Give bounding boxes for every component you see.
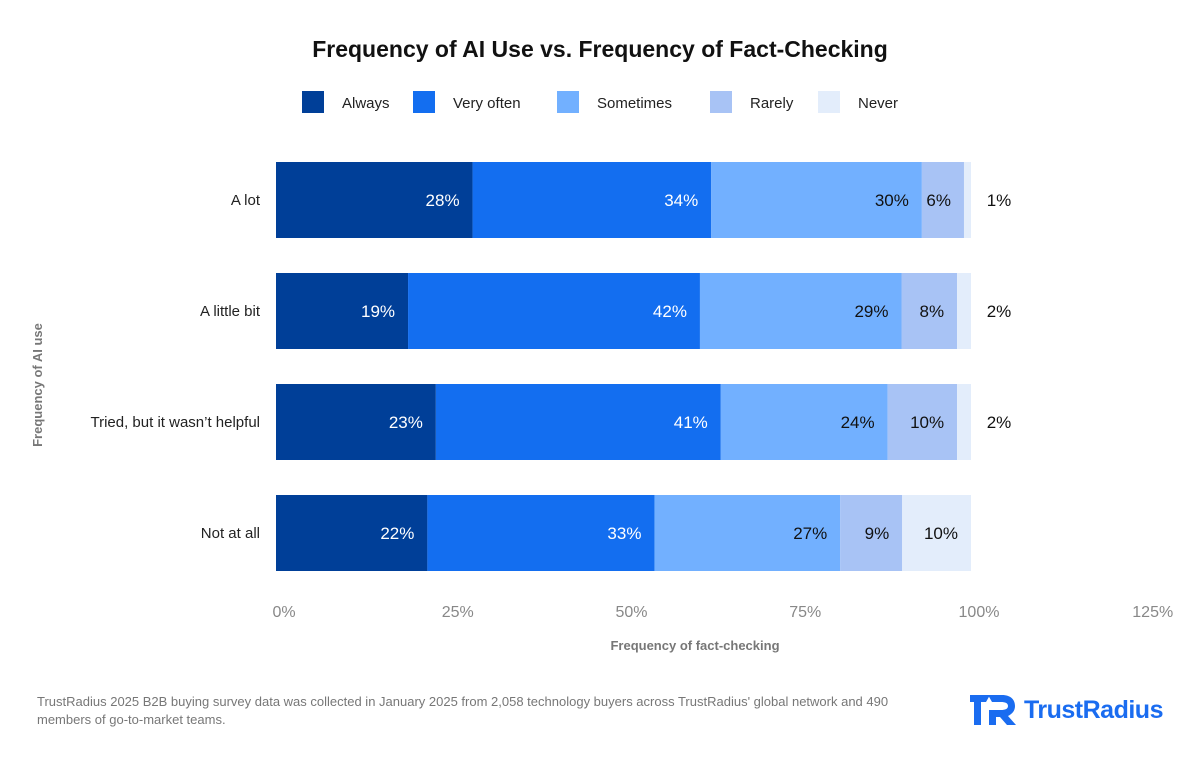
legend-swatch bbox=[818, 91, 840, 113]
bar-segment bbox=[699, 273, 902, 349]
category-label: Not at all bbox=[201, 525, 260, 542]
bar-segment bbox=[901, 273, 958, 349]
category-label: A lot bbox=[231, 192, 261, 209]
legend-item-1: Very often bbox=[413, 91, 521, 113]
bar-segment bbox=[408, 273, 700, 349]
bar-row-0: 28% 34% 30% 6% 1% bbox=[276, 162, 1011, 238]
bar-row-1: 19% 42% 29% 8% 2% bbox=[276, 273, 1011, 349]
bar-segment bbox=[957, 384, 971, 460]
bar-segment bbox=[921, 162, 964, 238]
data-label: 28% bbox=[426, 191, 460, 210]
bar-segment bbox=[963, 162, 971, 238]
data-label: 29% bbox=[854, 302, 888, 321]
bar-segment bbox=[711, 162, 922, 238]
legend: Always Very often Sometimes Rarely Never bbox=[302, 91, 898, 113]
data-label: 2% bbox=[987, 302, 1012, 321]
bar-segment bbox=[720, 384, 888, 460]
data-label: 2% bbox=[987, 413, 1012, 432]
legend-item-4: Never bbox=[818, 91, 898, 113]
data-label: 27% bbox=[793, 524, 827, 543]
footnote: TrustRadius 2025 B2B buying survey data … bbox=[37, 694, 889, 727]
legend-label: Sometimes bbox=[597, 95, 672, 112]
data-label: 24% bbox=[841, 413, 875, 432]
data-label: 10% bbox=[924, 524, 958, 543]
data-label: 8% bbox=[920, 302, 945, 321]
tick-label: 50% bbox=[615, 604, 647, 621]
data-label: 22% bbox=[380, 524, 414, 543]
category-labels: A lot A little bit Tried, but it wasn’t he… bbox=[90, 192, 260, 542]
category-label: A little bit bbox=[200, 303, 261, 320]
legend-label: Always bbox=[342, 95, 390, 112]
data-label: 19% bbox=[361, 302, 395, 321]
bar-segment bbox=[427, 495, 655, 571]
data-label: 23% bbox=[389, 413, 423, 432]
legend-item-0: Always bbox=[302, 91, 390, 113]
trustradius-logo: TrustRadius bbox=[968, 692, 1163, 728]
data-label: 41% bbox=[674, 413, 708, 432]
tick-label: 25% bbox=[442, 604, 474, 621]
legend-swatch bbox=[413, 91, 435, 113]
trustradius-logo-text: TrustRadius bbox=[1024, 695, 1163, 724]
tick-label: 0% bbox=[272, 604, 295, 621]
data-label: 10% bbox=[910, 413, 944, 432]
trustradius-logo-icon bbox=[970, 695, 1016, 725]
legend-swatch bbox=[302, 91, 324, 113]
data-label: 1% bbox=[987, 191, 1012, 210]
tick-label: 100% bbox=[959, 604, 1000, 621]
data-label: 34% bbox=[664, 191, 698, 210]
bar-segment bbox=[276, 162, 473, 238]
bar-row-3: 22% 33% 27% 9% 10% bbox=[276, 495, 971, 571]
y-axis-title: Frequency of AI use bbox=[30, 323, 45, 447]
category-label: Tried, but it wasn’t helpful bbox=[90, 414, 260, 431]
x-axis-ticks: 0% 25% 50% 75% 100% 125% bbox=[272, 604, 1173, 621]
legend-swatch bbox=[557, 91, 579, 113]
legend-item-3: Rarely bbox=[710, 91, 794, 113]
legend-label: Rarely bbox=[750, 95, 794, 112]
bar-segment bbox=[276, 384, 436, 460]
bar-segment bbox=[276, 495, 428, 571]
tick-label: 75% bbox=[789, 604, 821, 621]
legend-item-2: Sometimes bbox=[557, 91, 672, 113]
bars: 28% 34% 30% 6% 1% 19% 42% 29% 8% 2% 23% 41% 24% 10% 2%… bbox=[276, 162, 1011, 571]
data-label: 33% bbox=[607, 524, 641, 543]
legend-label: Never bbox=[858, 95, 898, 112]
legend-label: Very often bbox=[453, 95, 521, 112]
tick-label: 125% bbox=[1132, 604, 1173, 621]
bar-segment bbox=[887, 384, 958, 460]
bar-segment bbox=[654, 495, 841, 571]
bar-segment bbox=[957, 273, 971, 349]
x-axis-title: Frequency of fact-checking bbox=[610, 638, 779, 653]
chart-title: Frequency of AI Use vs. Frequency of Fac… bbox=[312, 36, 888, 62]
bar-segment bbox=[902, 495, 971, 571]
data-label: 42% bbox=[653, 302, 687, 321]
bar-row-2: 23% 41% 24% 10% 2% bbox=[276, 384, 1011, 460]
bar-segment bbox=[276, 273, 409, 349]
bar-segment bbox=[472, 162, 712, 238]
bar-segment bbox=[435, 384, 721, 460]
bar-segment bbox=[840, 495, 903, 571]
data-label: 9% bbox=[865, 524, 890, 543]
data-label: 6% bbox=[926, 191, 951, 210]
data-label: 30% bbox=[875, 191, 909, 210]
legend-swatch bbox=[710, 91, 732, 113]
